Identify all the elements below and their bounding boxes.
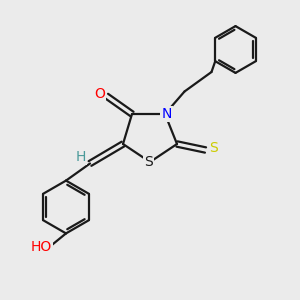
Text: O: O	[94, 88, 105, 101]
Text: S: S	[209, 142, 218, 155]
Text: S: S	[144, 155, 153, 169]
Text: H: H	[75, 150, 85, 164]
Text: HO: HO	[31, 240, 52, 254]
Text: N: N	[161, 107, 172, 121]
